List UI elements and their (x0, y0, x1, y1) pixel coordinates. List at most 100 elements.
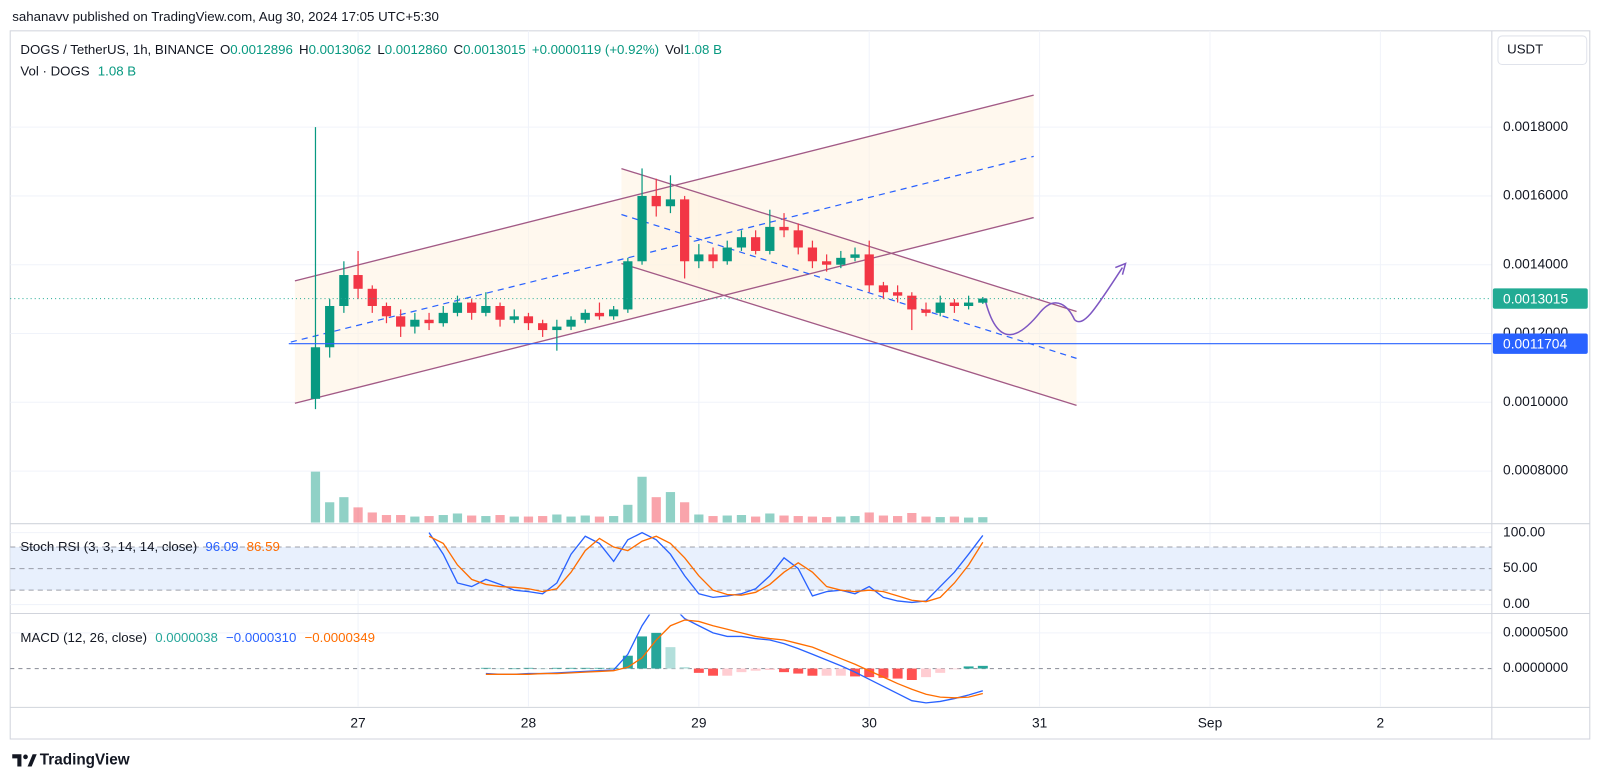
y-tick-label: 0.0010000 (1503, 394, 1568, 409)
histogram-bar (750, 668, 761, 671)
last-price-tag (1492, 288, 1588, 309)
candle-body (708, 254, 718, 262)
x-tick-label: 29 (691, 715, 706, 730)
volume-bar (339, 497, 349, 523)
volume-bar (807, 516, 818, 523)
candle-body (481, 305, 491, 313)
candle-body (353, 275, 363, 289)
symbol: DOGS / TetherUS, 1h, BINANCE (20, 42, 214, 57)
volume-bar (836, 516, 846, 523)
stoch-legend: Stoch RSI (3, 3, 14, 14, close) 96.09 86.5… (20, 539, 279, 554)
candle-body (580, 312, 590, 320)
volume-bar (694, 514, 704, 523)
candle-body (396, 316, 406, 327)
indicator-title: MACD (12, 26, close) (20, 629, 147, 644)
candle-body (665, 199, 676, 207)
y-tick-label: 50.00 (1503, 560, 1538, 575)
publisher: sahanavv published on TradingView.com, A… (12, 9, 439, 24)
last-price-tag-label: 0.0013015 (1503, 291, 1568, 306)
y-tick-label: 0.0016000 (1503, 188, 1568, 203)
projection-arrowhead (1115, 262, 1127, 275)
legend-value: 86.59 (247, 539, 280, 554)
volume-bar (751, 516, 761, 523)
ohlc-value: 0.0013062 (309, 42, 372, 57)
chart-frame (9, 30, 1591, 740)
candle-body (509, 316, 519, 320)
volume-bar (793, 516, 803, 523)
channel-line (294, 216, 1034, 404)
histogram-bar (495, 668, 506, 670)
volume-bar (438, 515, 448, 523)
candle-body (367, 288, 377, 306)
candle-body (424, 319, 434, 324)
candle-body (651, 195, 661, 207)
candle-body (637, 195, 647, 262)
volume-bar (665, 492, 676, 523)
volume-bar (538, 516, 548, 523)
hline-price-tag-label: 0.0011704 (1503, 336, 1567, 351)
volume-bar (609, 516, 619, 523)
logo-mark (27, 754, 37, 767)
volume-bar (708, 516, 718, 523)
volume-bar (907, 512, 917, 523)
volume-legend: Vol · DOGS 1.08 B (20, 63, 136, 78)
candle-body (793, 230, 803, 248)
drawings (290, 94, 1127, 406)
volume-bar (864, 512, 874, 523)
histogram-bar (580, 667, 591, 669)
x-tick-label: 31 (1032, 715, 1047, 730)
candle-body (325, 305, 335, 348)
volume-bar (850, 516, 860, 523)
volume-bar (651, 497, 661, 523)
footer-logo (12, 754, 37, 767)
ohlc-key: L (377, 42, 384, 57)
volume-bar (949, 516, 960, 523)
candle-body (779, 226, 789, 231)
indicator-line (428, 535, 984, 603)
candle-body (807, 247, 818, 262)
histogram-bar (594, 667, 605, 669)
channel-line (621, 262, 1077, 406)
channel-line (294, 94, 1034, 282)
candle-body (964, 302, 974, 306)
main-legend: DOGS / TetherUS, 1h, BINANCE O0.0012896 H0… (20, 42, 722, 57)
ohlc-value: 0.0012896 (230, 42, 293, 57)
candle-body (736, 237, 747, 248)
currency[interactable]: USDT (1507, 42, 1543, 57)
candle-body (523, 316, 534, 324)
candle-body (694, 254, 704, 262)
candle-body (893, 292, 903, 296)
candle-body (836, 257, 846, 265)
histogram-bar (622, 655, 633, 669)
histogram-bar (779, 668, 790, 673)
legend-value: 96.09 (205, 539, 238, 554)
histogram-bar (665, 647, 676, 669)
x-tick-label: Sep (1198, 715, 1223, 730)
volume-bar (964, 517, 974, 523)
histogram-bar (693, 668, 704, 673)
candle-body (978, 298, 988, 303)
legend-value: −0.0000310 (226, 629, 296, 644)
volume-bar (410, 516, 420, 523)
histogram-bar (949, 668, 960, 670)
candle-body (907, 295, 917, 310)
volume-bar (893, 516, 903, 523)
candle-body (594, 312, 605, 317)
currency-button[interactable] (1497, 35, 1588, 66)
volume-bar (481, 516, 491, 523)
volume-bar (495, 515, 505, 523)
candle-body (452, 302, 463, 313)
histogram-bar (679, 667, 690, 669)
x-tick-label: 27 (350, 715, 365, 730)
candle-body (381, 305, 392, 317)
volume-key: Vol (665, 42, 683, 57)
volume-bar (637, 476, 647, 523)
histogram-bar (892, 668, 903, 679)
change: +0.0000119 (+0.92%) (532, 42, 659, 57)
volume-bar (467, 515, 477, 523)
candle-body (935, 302, 945, 313)
volume-bar (623, 504, 633, 523)
logo-mark (23, 754, 28, 760)
volume-bar (736, 515, 747, 523)
